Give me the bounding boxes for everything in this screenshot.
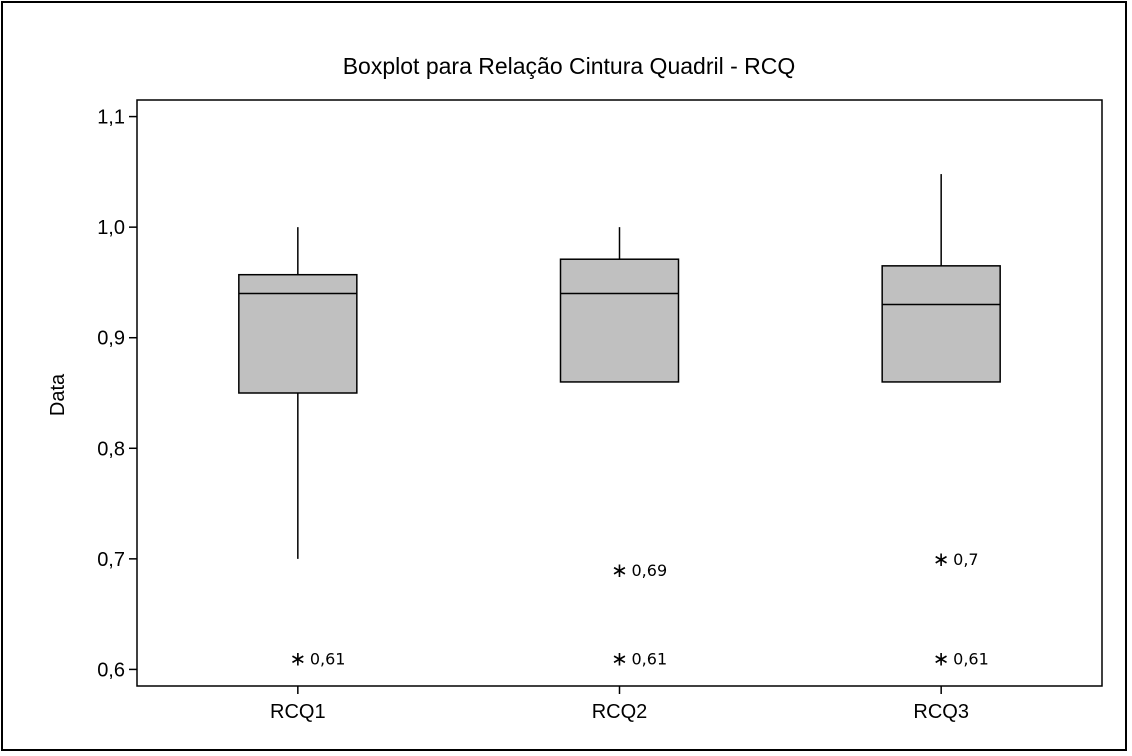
y-tick-label: 0,8 [97,438,125,460]
outlier-marker: ∗ [611,646,628,670]
outlier-label: 0,61 [632,649,668,668]
outlier-marker: ∗ [933,646,950,670]
y-tick-label: 1,0 [97,217,125,239]
outlier-label: 0,61 [310,649,346,668]
outlier-marker: ∗ [611,558,628,582]
box-rcq2 [559,258,680,383]
outlier-label: 0,7 [953,550,978,569]
y-tick-label: 0,9 [97,328,125,350]
outlier-label: 0,61 [953,649,989,668]
x-tick-label: RCQ2 [592,701,648,723]
outlier-marker: ∗ [289,646,306,670]
box-rcq3 [881,265,1001,383]
x-tick-label: RCQ3 [913,701,969,723]
x-tick-label: RCQ1 [270,701,326,723]
outlier-marker: ∗ [933,547,950,571]
y-tick-label: 0,7 [97,549,125,571]
chart-title: Boxplot para Relação Cintura Quadril - R… [343,53,796,79]
outlier-label: 0,69 [632,561,668,580]
y-axis-label: Data [47,373,69,416]
y-tick-label: 0,6 [97,659,125,681]
box-rcq1 [238,273,358,394]
y-tick-label: 1,1 [97,107,125,129]
